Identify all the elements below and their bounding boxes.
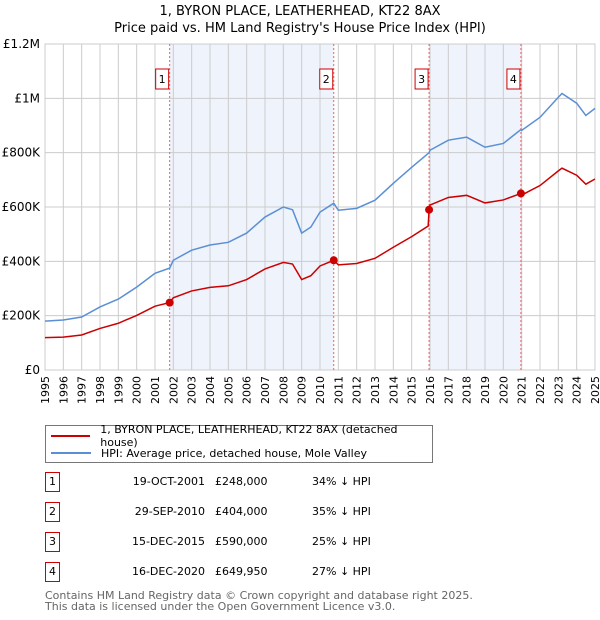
sale-point bbox=[425, 205, 434, 214]
sale-marker-label: 3 bbox=[45, 532, 60, 552]
x-tick-label: 2002 bbox=[167, 376, 180, 404]
sale-point bbox=[165, 298, 174, 307]
y-tick-label: £0 bbox=[25, 363, 40, 377]
sale-marker-label: 3 bbox=[418, 73, 425, 86]
x-tick-label: 2003 bbox=[186, 376, 199, 404]
sale-hpi-diff: 25% ↓ HPI bbox=[312, 535, 371, 548]
y-tick-label: £200K bbox=[2, 309, 42, 323]
sale-marker-box bbox=[506, 68, 521, 90]
sale-row: 4 16-DEC-2020 £649,950 27% ↓ HPI bbox=[45, 562, 445, 582]
chart-title: 1, BYRON PLACE, LEATHERHEAD, KT22 8AX bbox=[159, 4, 441, 19]
sale-date: 19-OCT-2001 bbox=[132, 475, 205, 488]
x-tick-label: 2022 bbox=[534, 376, 547, 404]
sale-row: 3 15-DEC-2015 £590,000 25% ↓ HPI bbox=[45, 532, 445, 552]
x-tick-label: 2001 bbox=[149, 376, 162, 404]
x-tick-label: 2010 bbox=[314, 376, 327, 404]
sale-marker-label: 4 bbox=[510, 73, 517, 86]
y-tick-label: £800K bbox=[2, 146, 42, 160]
x-tick-label: 1997 bbox=[76, 376, 89, 404]
sale-row: 2 29-SEP-2010 £404,000 35% ↓ HPI bbox=[45, 502, 445, 522]
legend-swatch bbox=[51, 435, 91, 437]
sale-price: £248,000 bbox=[215, 475, 268, 488]
sale-marker-label: 1 bbox=[159, 73, 166, 86]
y-tick-label: £1.2M bbox=[3, 37, 40, 51]
footer-line: Contains HM Land Registry data © Crown c… bbox=[45, 589, 473, 602]
y-tick-label: £400K bbox=[2, 254, 42, 268]
sale-marker-box bbox=[414, 68, 429, 90]
x-tick-label: 2018 bbox=[461, 376, 474, 404]
sale-date: 15-DEC-2015 bbox=[131, 535, 205, 548]
sale-hpi-diff: 35% ↓ HPI bbox=[312, 505, 371, 518]
x-tick-label: 2025 bbox=[589, 376, 600, 404]
x-tick-label: 2015 bbox=[406, 376, 419, 404]
x-tick-label: 2000 bbox=[131, 376, 144, 404]
x-tick-label: 2023 bbox=[552, 376, 565, 404]
plot-area: 1995 1996 1997 1998 1999 2000 2001 2002 2003 2004… bbox=[2, 37, 600, 404]
sale-price: £649,950 bbox=[215, 565, 268, 578]
x-tick-label: 2021 bbox=[516, 376, 529, 404]
sale-point bbox=[516, 189, 525, 198]
sale-marker-label: 2 bbox=[323, 73, 330, 86]
sale-marker-box bbox=[155, 68, 170, 90]
x-tick-label: 1999 bbox=[112, 376, 125, 404]
legend: 1, BYRON PLACE, LEATHERHEAD, KT22 8AX (d… bbox=[45, 423, 433, 463]
x-tick-label: 2006 bbox=[241, 376, 254, 404]
x-tick-label: 1996 bbox=[57, 376, 70, 404]
sale-row: 1 19-OCT-2001 £248,000 34% ↓ HPI bbox=[45, 472, 445, 492]
x-tick-label: 1998 bbox=[94, 376, 107, 404]
legend-item-price: 1, BYRON PLACE, LEATHERHEAD, KT22 8AX (d… bbox=[51, 423, 432, 449]
x-tick-label: 2016 bbox=[424, 376, 437, 404]
x-tick-label: 2012 bbox=[351, 376, 364, 404]
sale-marker-label: 4 bbox=[45, 562, 60, 582]
y-tick-label: £1M bbox=[14, 91, 40, 105]
sale-marker-box bbox=[319, 68, 334, 90]
sale-price: £590,000 bbox=[215, 535, 268, 548]
sale-date: 29-SEP-2010 bbox=[134, 505, 205, 518]
sale-point bbox=[329, 256, 338, 265]
legend-swatch bbox=[51, 452, 91, 454]
x-tick-label: 2020 bbox=[497, 376, 510, 404]
sale-marker-label: 2 bbox=[45, 502, 60, 522]
x-tick-label: 2007 bbox=[259, 376, 272, 404]
footer: Contains HM Land Registry data © Crown c… bbox=[45, 590, 473, 612]
legend-label: HPI: Average price, detached house, Mole… bbox=[101, 446, 367, 460]
x-tick-label: 2013 bbox=[369, 376, 382, 404]
sale-hpi-diff: 27% ↓ HPI bbox=[312, 565, 371, 578]
legend-item-hpi: HPI: Average price, detached house, Mole… bbox=[51, 445, 367, 461]
x-tick-label: 2009 bbox=[296, 376, 309, 404]
sale-marker-label: 1 bbox=[45, 472, 60, 492]
x-tick-label: 2011 bbox=[332, 376, 345, 404]
hpi-line bbox=[44, 92, 596, 322]
legend-label: 1, BYRON PLACE, LEATHERHEAD, KT22 8AX (d… bbox=[100, 423, 398, 449]
sale-price: £404,000 bbox=[215, 505, 268, 518]
plot-border bbox=[44, 43, 596, 371]
x-tick-label: 2017 bbox=[442, 376, 455, 404]
sale-date: 16-DEC-2020 bbox=[131, 565, 205, 578]
x-tick-label: 2004 bbox=[204, 376, 217, 404]
x-tick-label: 2019 bbox=[479, 376, 492, 404]
x-tick-label: 2014 bbox=[387, 376, 400, 404]
chart-subtitle: Price paid vs. HM Land Registry's House … bbox=[114, 21, 486, 36]
x-tick-label: 2008 bbox=[277, 376, 290, 404]
x-tick-label: 2005 bbox=[222, 376, 235, 404]
y-tick-label: £600K bbox=[2, 200, 42, 214]
sale-hpi-diff: 34% ↓ HPI bbox=[312, 475, 371, 488]
x-tick-label: 2024 bbox=[571, 376, 584, 404]
x-tick-label: 1995 bbox=[39, 376, 52, 404]
footer-line: This data is licensed under the Open Gov… bbox=[45, 600, 396, 613]
